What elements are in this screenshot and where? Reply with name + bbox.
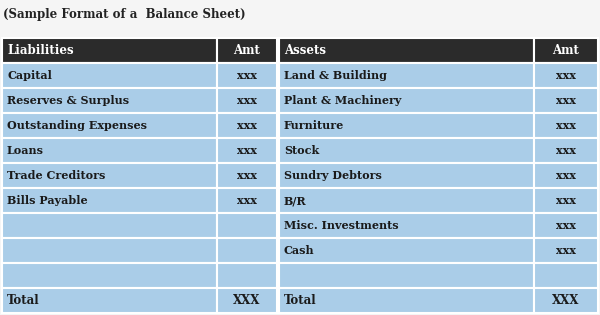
Text: xxx: xxx: [556, 120, 576, 131]
Bar: [217, 238, 277, 263]
Bar: [279, 188, 534, 213]
Text: Capital: Capital: [7, 70, 52, 81]
Bar: [2, 163, 217, 188]
Bar: [2, 63, 217, 88]
Bar: [279, 138, 534, 163]
Bar: [534, 213, 598, 238]
Bar: [217, 263, 277, 288]
Text: XXX: XXX: [233, 294, 260, 307]
Bar: [217, 163, 277, 188]
Bar: [2, 38, 217, 63]
Bar: [279, 263, 534, 288]
Text: xxx: xxx: [556, 170, 576, 181]
Text: Sundry Debtors: Sundry Debtors: [284, 170, 382, 181]
Text: XXX: XXX: [553, 294, 580, 307]
Text: Misc. Investments: Misc. Investments: [284, 220, 398, 231]
Text: Total: Total: [284, 294, 317, 307]
Text: xxx: xxx: [556, 220, 576, 231]
Bar: [279, 38, 534, 63]
Bar: [534, 163, 598, 188]
Text: xxx: xxx: [237, 170, 257, 181]
Text: xxx: xxx: [237, 145, 257, 156]
Text: Bills Payable: Bills Payable: [7, 195, 88, 206]
Bar: [279, 113, 534, 138]
Bar: [2, 138, 217, 163]
Bar: [534, 88, 598, 113]
Text: xxx: xxx: [556, 195, 576, 206]
Text: xxx: xxx: [556, 245, 576, 256]
Bar: [534, 138, 598, 163]
Bar: [217, 88, 277, 113]
Text: Amt: Amt: [553, 44, 580, 57]
Bar: [217, 63, 277, 88]
Text: Cash: Cash: [284, 245, 314, 256]
Bar: [534, 63, 598, 88]
Text: Furniture: Furniture: [284, 120, 344, 131]
Text: Liabilities: Liabilities: [7, 44, 74, 57]
Bar: [217, 113, 277, 138]
Text: xxx: xxx: [556, 70, 576, 81]
Text: (Sample Format of a  Balance Sheet): (Sample Format of a Balance Sheet): [3, 8, 245, 21]
Bar: [2, 263, 217, 288]
Bar: [2, 288, 217, 313]
Text: Trade Creditors: Trade Creditors: [7, 170, 106, 181]
Bar: [279, 238, 534, 263]
Text: Amt: Amt: [233, 44, 260, 57]
Text: B/R: B/R: [284, 195, 307, 206]
Bar: [279, 288, 534, 313]
Bar: [2, 213, 217, 238]
Bar: [279, 163, 534, 188]
Bar: [534, 238, 598, 263]
Text: Total: Total: [7, 294, 40, 307]
Bar: [2, 238, 217, 263]
Bar: [279, 213, 534, 238]
Bar: [2, 113, 217, 138]
Text: Stock: Stock: [284, 145, 319, 156]
Bar: [217, 38, 277, 63]
Text: Assets: Assets: [284, 44, 326, 57]
Bar: [534, 113, 598, 138]
Bar: [217, 288, 277, 313]
Text: xxx: xxx: [556, 145, 576, 156]
Bar: [217, 188, 277, 213]
Bar: [2, 188, 217, 213]
Text: Reserves & Surplus: Reserves & Surplus: [7, 95, 129, 106]
Text: Loans: Loans: [7, 145, 44, 156]
Text: xxx: xxx: [237, 120, 257, 131]
Text: Outstanding Expenses: Outstanding Expenses: [7, 120, 147, 131]
Text: xxx: xxx: [556, 95, 576, 106]
Text: xxx: xxx: [237, 95, 257, 106]
Bar: [279, 63, 534, 88]
Bar: [2, 88, 217, 113]
Bar: [534, 263, 598, 288]
Text: xxx: xxx: [237, 195, 257, 206]
Bar: [534, 288, 598, 313]
Bar: [217, 213, 277, 238]
Text: Land & Building: Land & Building: [284, 70, 387, 81]
Text: Plant & Machinery: Plant & Machinery: [284, 95, 401, 106]
Bar: [279, 88, 534, 113]
Bar: [534, 38, 598, 63]
Bar: [217, 138, 277, 163]
Bar: [534, 188, 598, 213]
Text: xxx: xxx: [237, 70, 257, 81]
